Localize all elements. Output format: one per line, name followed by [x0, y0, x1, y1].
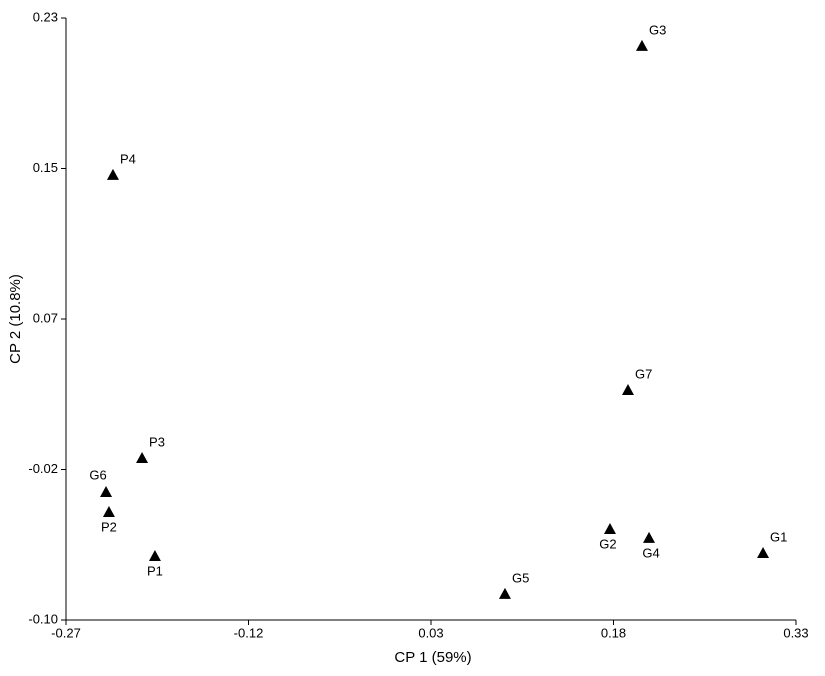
point	[100, 485, 113, 497]
point-label: G7	[635, 366, 652, 381]
point	[621, 383, 634, 395]
point-label: P1	[147, 563, 163, 578]
y-tick-label: -0.10	[28, 611, 58, 626]
point	[136, 452, 149, 464]
point-label: G1	[770, 529, 787, 544]
point-label: G2	[599, 536, 616, 551]
point-label: G5	[512, 570, 529, 585]
x-tick-label: 0.33	[783, 625, 808, 640]
point	[643, 531, 656, 543]
y-tick-label: 0.23	[33, 9, 58, 24]
x-tick-label: 0.18	[601, 625, 626, 640]
x-tick-label: 0.03	[418, 625, 443, 640]
point-label: G6	[89, 467, 106, 482]
point-label: P2	[101, 519, 117, 534]
point	[102, 506, 115, 518]
point	[603, 522, 616, 534]
y-tick-label: -0.02	[28, 461, 58, 476]
point-label: P4	[120, 151, 136, 166]
x-tick-label: -0.27	[51, 625, 81, 640]
point	[757, 547, 770, 559]
point-label: P3	[149, 434, 165, 449]
point-label: G4	[642, 545, 659, 560]
y-tick-label: 0.07	[33, 310, 58, 325]
point	[498, 587, 511, 599]
x-axis-label: CP 1 (59%)	[394, 649, 471, 666]
y-axis-label: CP 2 (10.8%)	[7, 274, 24, 364]
x-tick-label: -0.12	[234, 625, 264, 640]
y-tick-label: 0.15	[33, 160, 58, 175]
point-label: G3	[649, 22, 666, 37]
point	[635, 39, 648, 51]
point	[106, 168, 119, 180]
point	[148, 549, 161, 561]
